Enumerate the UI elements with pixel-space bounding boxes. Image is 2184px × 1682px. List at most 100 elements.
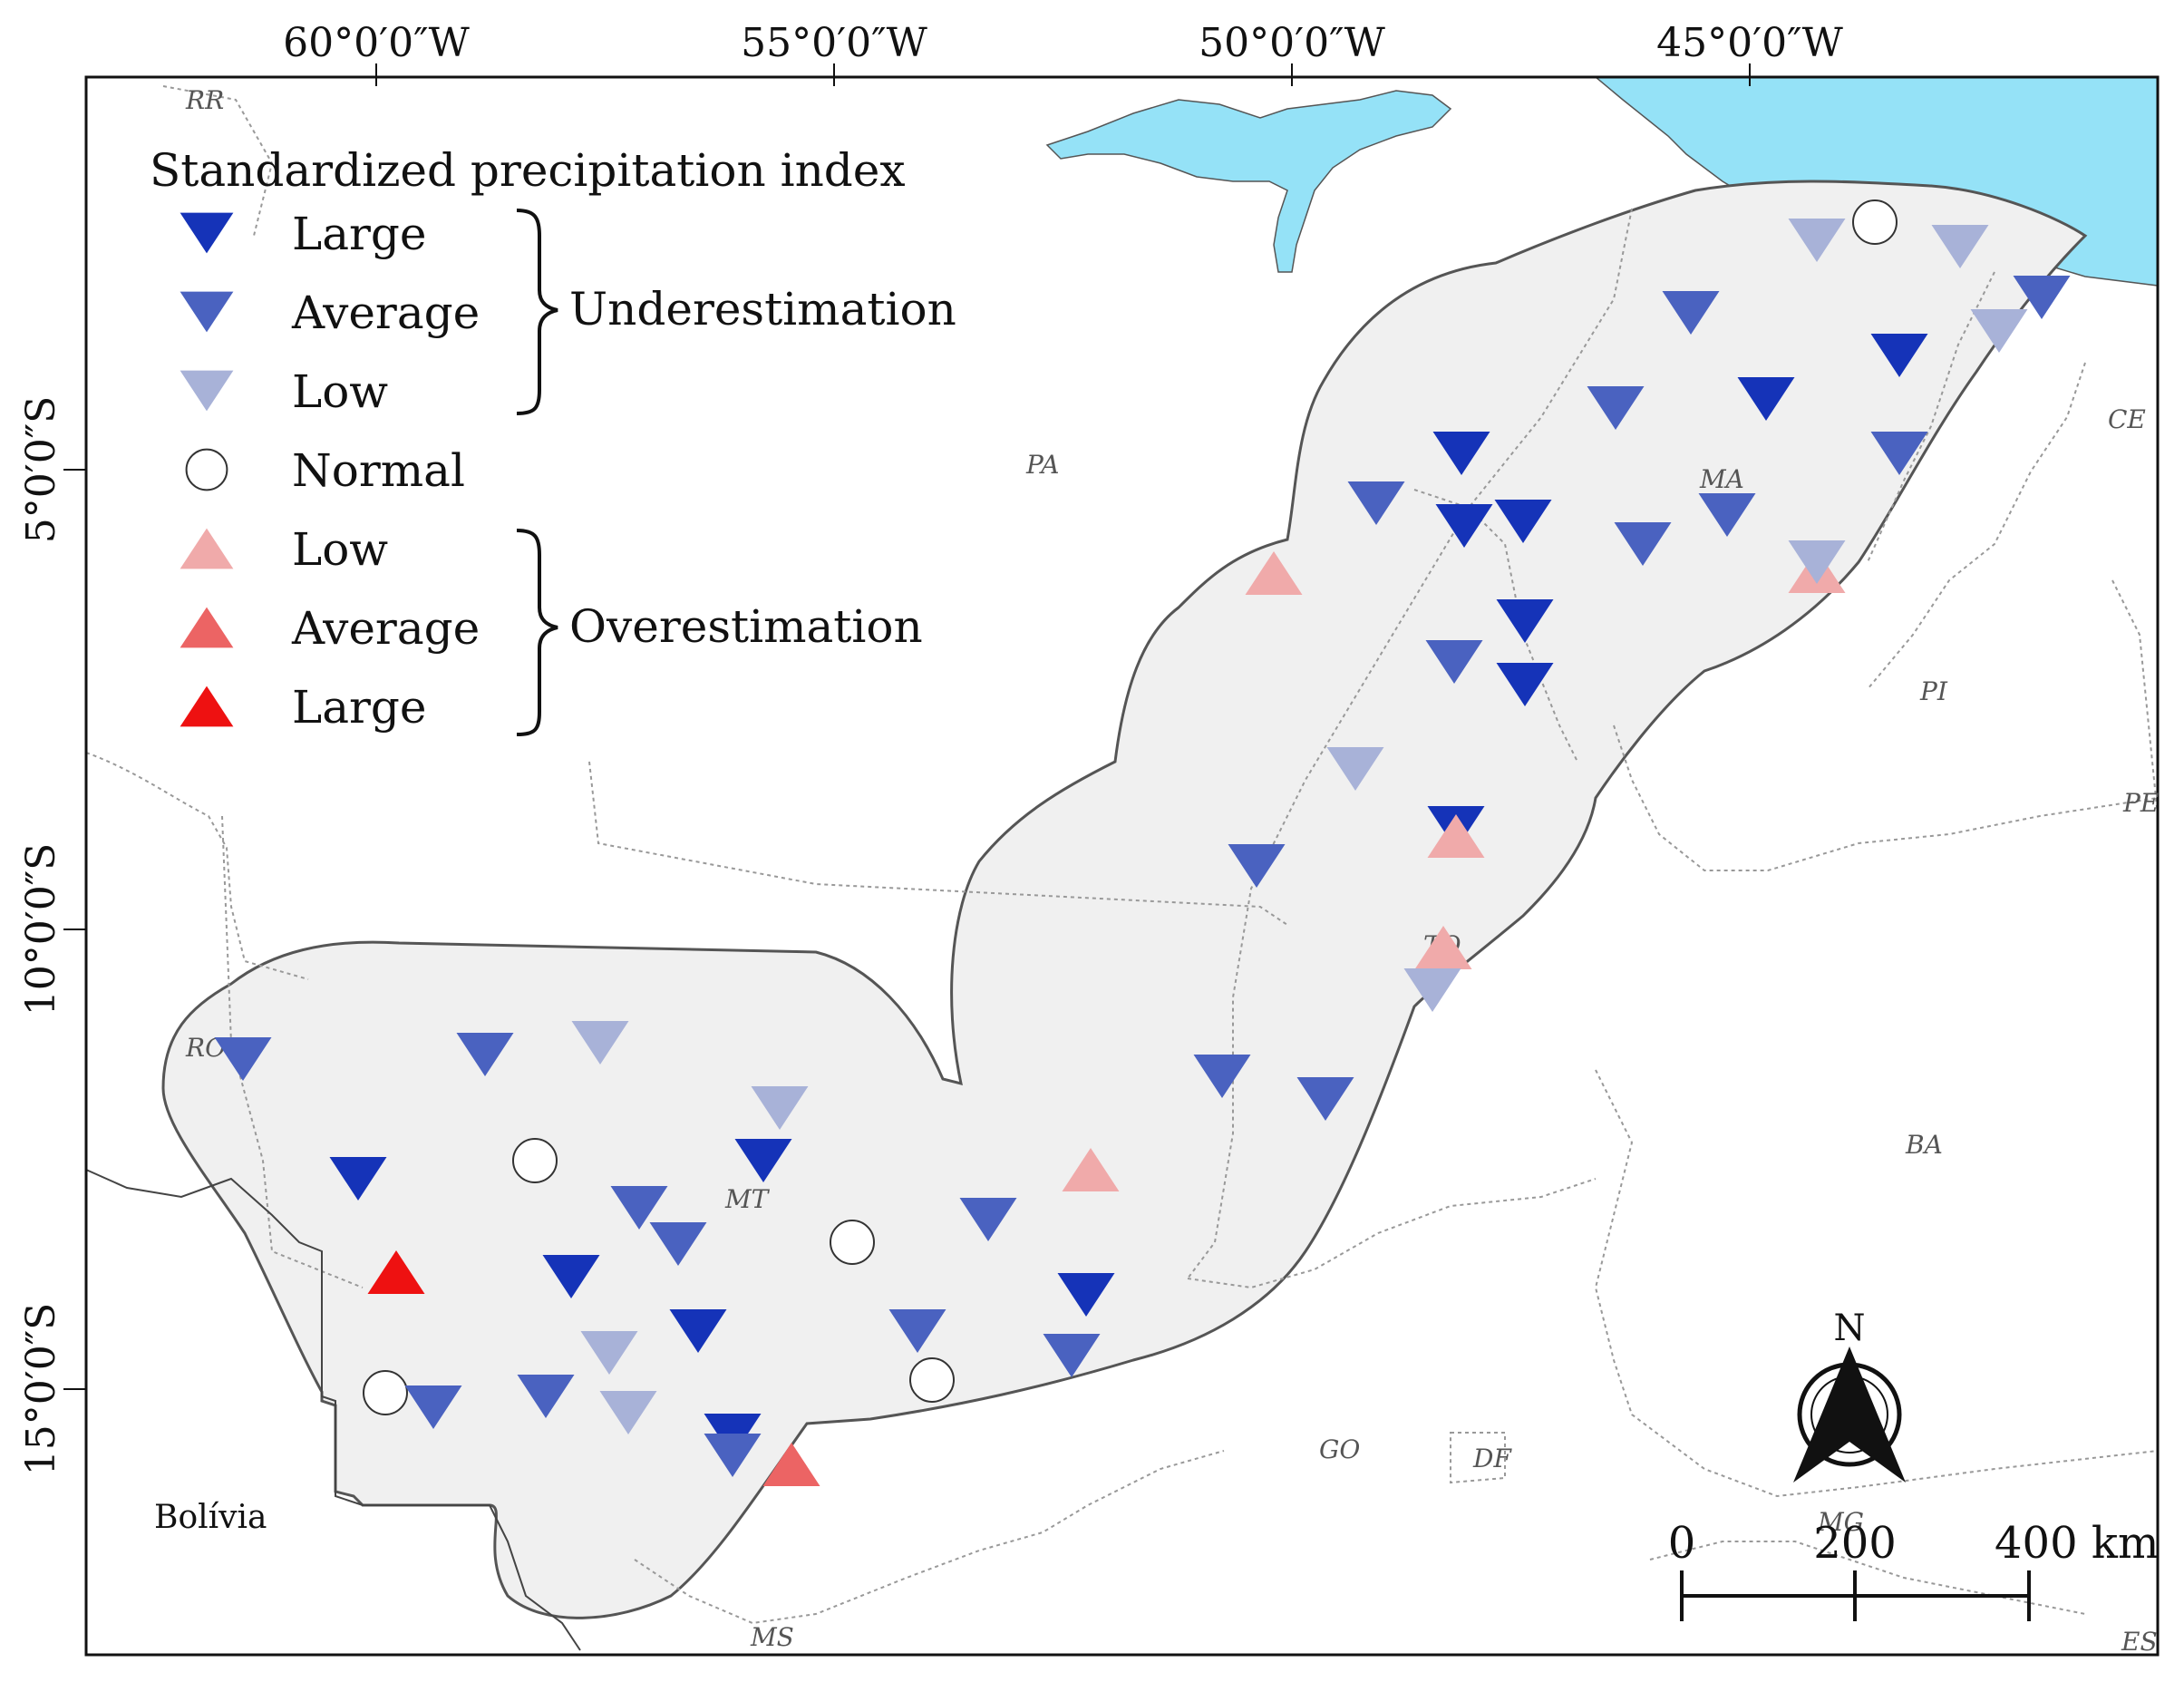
- station-marker: [734, 1139, 792, 1182]
- state-label-mt: MT: [724, 1184, 771, 1214]
- state-label-df: DF: [1472, 1444, 1512, 1473]
- station-marker: [1435, 504, 1493, 548]
- legend-label: Large: [292, 681, 427, 734]
- station-marker: [1662, 291, 1720, 335]
- station-markers: [214, 199, 2071, 1486]
- legend-group-over: Overestimation: [569, 600, 923, 653]
- station-marker: [1296, 1077, 1354, 1121]
- country-label-bolivia: Bolívia: [154, 1499, 267, 1536]
- state-label-ms: MS: [750, 1622, 794, 1652]
- station-marker: [456, 1033, 514, 1076]
- state-label-ba: BA: [1905, 1130, 1943, 1160]
- station-marker: [1737, 377, 1795, 421]
- station-marker: [2013, 276, 2071, 319]
- station-marker: [669, 1309, 727, 1353]
- brace-underestimation: [516, 209, 558, 415]
- state-label-rr: RR: [185, 85, 224, 115]
- station-marker: [1347, 481, 1405, 525]
- station-marker: [1228, 844, 1286, 888]
- station-marker: [649, 1222, 707, 1266]
- international-boundary: [85, 1169, 581, 1651]
- state-label-pe: PE: [2122, 788, 2159, 818]
- graticule-label-left: 15°0′0″S: [18, 1303, 64, 1476]
- station-marker: [1062, 1148, 1120, 1191]
- north-arrow-left-half: [1793, 1347, 1849, 1483]
- station-marker: [214, 1037, 272, 1081]
- station-marker: [1614, 522, 1672, 566]
- station-marker: [1494, 500, 1552, 543]
- legend-symbols: [180, 212, 234, 727]
- station-marker: [762, 1443, 820, 1486]
- legend-symbol: [180, 607, 234, 648]
- graticule-label-top: 60°0′0″W: [283, 20, 470, 66]
- station-marker: [367, 1250, 425, 1294]
- river-mouth: [1045, 90, 1452, 273]
- legend-label: Average: [291, 287, 480, 339]
- state-label-ma: MA: [1699, 464, 1744, 494]
- state-label-pi: PI: [1919, 676, 1948, 706]
- station-marker: [363, 1370, 408, 1415]
- graticule-label-left: 10°0′0″S: [18, 843, 64, 1016]
- station-marker: [704, 1434, 762, 1477]
- station-marker: [1414, 926, 1472, 969]
- station-marker: [1698, 493, 1756, 537]
- legend-group-under: Underestimation: [569, 283, 956, 335]
- north-label: N: [1834, 1308, 1866, 1349]
- station-marker: [1788, 540, 1846, 584]
- station-marker: [1788, 219, 1846, 262]
- station-marker: [542, 1255, 600, 1298]
- station-marker: [830, 1220, 875, 1265]
- station-marker: [909, 1357, 955, 1403]
- station-marker: [1326, 747, 1384, 791]
- station-marker: [1427, 814, 1485, 858]
- legend: Standardized precipitation index Large A…: [150, 144, 956, 736]
- station-marker: [1931, 225, 1989, 268]
- scale-label: 0: [1668, 1518, 1696, 1569]
- state-label-go: GO: [1319, 1434, 1360, 1464]
- state-label-ce: CE: [2108, 404, 2146, 434]
- station-marker: [512, 1138, 558, 1183]
- station-marker: [1852, 199, 1898, 245]
- graticule-ticks: [63, 63, 1751, 1390]
- legend-label: Normal: [292, 444, 465, 497]
- graticule-label-top: 45°0′0″W: [1656, 20, 1843, 66]
- legend-title: Standardized precipitation index: [150, 144, 906, 197]
- station-marker: [1496, 599, 1554, 643]
- scale-label: 400 km: [1995, 1518, 2159, 1569]
- station-marker: [1425, 640, 1483, 684]
- station-marker: [571, 1021, 629, 1065]
- station-marker: [1870, 432, 1928, 475]
- station-marker: [1496, 663, 1554, 706]
- legend-symbol: [180, 685, 234, 727]
- graticule-label-top: 50°0′0″W: [1199, 20, 1385, 66]
- station-marker: [888, 1309, 946, 1353]
- station-marker: [599, 1391, 657, 1434]
- legend-symbol: [185, 448, 228, 491]
- state-label-pa: PA: [1025, 450, 1060, 480]
- station-marker: [1587, 386, 1645, 430]
- station-marker: [1970, 309, 2028, 353]
- station-marker: [1432, 432, 1490, 475]
- station-marker: [610, 1186, 668, 1230]
- graticule-label-top: 55°0′0″W: [741, 20, 927, 66]
- legend-symbol: [180, 528, 234, 569]
- legend-symbol: [180, 370, 234, 412]
- state-label-es: ES: [2121, 1627, 2158, 1657]
- legend-symbol: [180, 291, 234, 333]
- legend-label: Average: [291, 602, 480, 655]
- legend-label: Low: [292, 523, 388, 576]
- state-label-ro: RO: [185, 1033, 226, 1063]
- station-marker: [1057, 1273, 1115, 1317]
- legend-label: Low: [292, 365, 388, 418]
- scale-label: 200: [1813, 1518, 1897, 1569]
- station-marker: [1193, 1055, 1251, 1098]
- state-label-mg: MG: [1817, 1507, 1864, 1537]
- north-arrow-right-half: [1849, 1347, 1906, 1483]
- scale-bar: 0 200 400 km: [1668, 1518, 2159, 1621]
- brace-overestimation: [516, 529, 558, 736]
- legend-symbol: [180, 212, 234, 254]
- north-arrow: N: [1793, 1308, 1906, 1483]
- station-marker: [1403, 968, 1461, 1012]
- station-marker: [959, 1198, 1017, 1241]
